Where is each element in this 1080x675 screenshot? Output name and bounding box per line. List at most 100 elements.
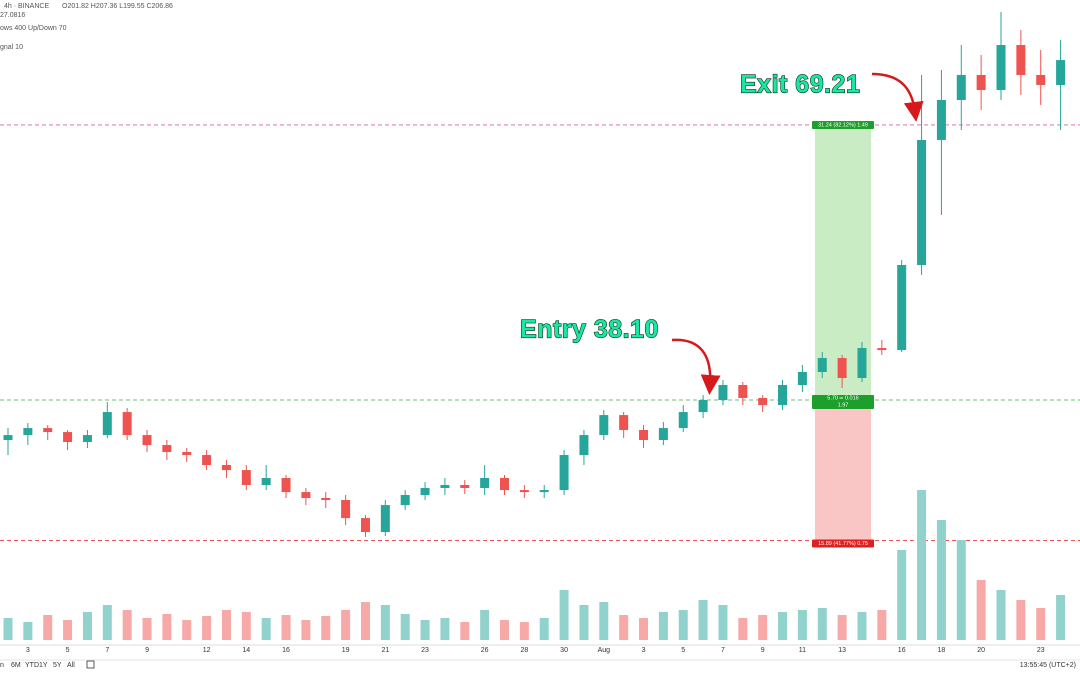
position-label: 15.89 (41.77%) 0.75 bbox=[818, 541, 868, 547]
range-button[interactable]: 6M bbox=[11, 662, 21, 669]
position-label-bg bbox=[812, 395, 874, 410]
candle-body bbox=[857, 348, 867, 379]
volume-bar bbox=[658, 612, 668, 640]
candle-body bbox=[500, 478, 509, 491]
x-tick-label: 30 bbox=[560, 647, 568, 654]
candle-body bbox=[281, 478, 291, 493]
candle-body bbox=[837, 358, 847, 379]
volume-bar bbox=[102, 605, 112, 640]
x-tick-label: 5 bbox=[681, 647, 685, 654]
candle-body bbox=[261, 478, 271, 486]
candle-body bbox=[897, 265, 907, 351]
volume-bar bbox=[936, 520, 946, 640]
x-tick-label: 20 bbox=[977, 647, 985, 654]
volume-bar bbox=[122, 610, 132, 640]
volume-bar bbox=[698, 600, 708, 640]
range-button[interactable]: 5Y bbox=[53, 662, 62, 669]
candle-body bbox=[619, 415, 629, 431]
candle-body bbox=[778, 384, 788, 406]
candle-body bbox=[241, 470, 251, 486]
volume-bar bbox=[3, 618, 13, 640]
x-tick-label: 19 bbox=[342, 647, 350, 654]
symbol: 4h · BINANCE bbox=[4, 3, 49, 10]
volume-bar bbox=[82, 612, 92, 640]
candle-body bbox=[360, 518, 370, 533]
volume-bar bbox=[718, 605, 728, 640]
range-button[interactable]: All bbox=[67, 662, 75, 669]
volume-bar bbox=[837, 615, 847, 640]
position-label: 31.24 (82.12%) 1.49 bbox=[818, 122, 868, 128]
volume-bar bbox=[817, 608, 827, 640]
candle-body bbox=[996, 45, 1006, 91]
candle-body bbox=[321, 498, 331, 501]
ohlc: O201.82 H207.36 L199.55 C206.86 bbox=[62, 3, 173, 10]
candle-body bbox=[678, 412, 688, 429]
position-label-bg bbox=[812, 539, 874, 548]
range-button[interactable]: 1Y bbox=[39, 662, 48, 669]
volume-bar bbox=[897, 550, 907, 640]
candle-body bbox=[122, 412, 132, 436]
volume-bar bbox=[500, 620, 509, 640]
volume-bar bbox=[778, 612, 788, 640]
exit-arrow bbox=[871, 72, 924, 122]
x-tick-label: 9 bbox=[761, 647, 765, 654]
candle-body bbox=[43, 428, 53, 433]
volume-bar bbox=[400, 614, 410, 640]
candle-body bbox=[698, 400, 708, 413]
volume-bar bbox=[440, 618, 450, 640]
candle-body bbox=[738, 384, 748, 398]
volume-bar bbox=[241, 612, 251, 640]
volume-bar bbox=[360, 602, 370, 640]
candle-body bbox=[221, 465, 231, 471]
candle-body bbox=[480, 478, 490, 489]
x-tick-label: 16 bbox=[898, 647, 906, 654]
volume-bar bbox=[1036, 608, 1046, 640]
x-tick-label: 5 bbox=[66, 647, 70, 654]
candle-body bbox=[420, 488, 430, 495]
x-tick-label: 13 bbox=[838, 647, 846, 654]
candle-body bbox=[936, 100, 946, 140]
candle-body bbox=[202, 455, 212, 466]
candle-body bbox=[797, 371, 807, 385]
volume-bar bbox=[202, 616, 212, 640]
range-button[interactable]: n bbox=[0, 662, 4, 669]
candle-body bbox=[301, 492, 311, 499]
volume-bar bbox=[758, 615, 768, 640]
position-label: 5.70 ∞ 0.016 bbox=[827, 395, 858, 401]
exit-annotation: Exit 69.21 bbox=[740, 71, 860, 99]
x-tick-label: 23 bbox=[421, 647, 429, 654]
candle-body bbox=[1036, 74, 1046, 85]
x-tick-label: 3 bbox=[642, 647, 646, 654]
volume-bar bbox=[321, 616, 331, 640]
indicator: 27.0816 bbox=[0, 12, 25, 19]
x-tick-label: 14 bbox=[242, 647, 250, 654]
candle-body bbox=[380, 505, 390, 533]
volume-bar bbox=[23, 622, 33, 640]
candle-body bbox=[341, 500, 351, 519]
candle-body bbox=[599, 415, 609, 436]
volume-bar bbox=[917, 490, 927, 640]
volume-bar bbox=[797, 610, 807, 640]
volume-bar bbox=[460, 622, 470, 640]
candle-body bbox=[877, 348, 887, 351]
candle-body bbox=[579, 435, 589, 456]
volume-bar bbox=[956, 540, 966, 640]
candle-body bbox=[817, 358, 827, 372]
range-button[interactable]: YTD bbox=[25, 662, 39, 669]
calendar-button[interactable] bbox=[86, 660, 95, 669]
candle-body bbox=[758, 397, 768, 406]
volume-bar bbox=[43, 615, 53, 640]
volume-bar bbox=[738, 618, 748, 640]
x-tick-label: 12 bbox=[203, 647, 211, 654]
volume-bar bbox=[976, 580, 986, 640]
candle-body bbox=[3, 435, 13, 440]
volume-bar bbox=[301, 620, 311, 640]
candle-body bbox=[917, 139, 927, 266]
x-tick-label: 7 bbox=[105, 647, 109, 654]
candle-body bbox=[82, 435, 92, 443]
x-tick-label: 23 bbox=[1037, 647, 1045, 654]
candle-body bbox=[460, 485, 470, 489]
candle-body bbox=[976, 74, 986, 91]
indicator: ows 400 Up/Down 70 bbox=[0, 25, 67, 32]
